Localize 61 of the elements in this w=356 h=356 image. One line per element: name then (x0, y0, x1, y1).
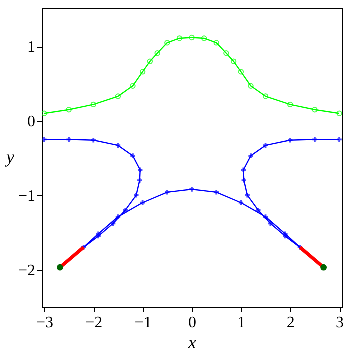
x-tick-label: 0 (188, 314, 196, 332)
point (288, 102, 294, 108)
point (262, 94, 269, 100)
y-tick-label: −2 (18, 262, 36, 280)
point (312, 137, 318, 142)
point (248, 83, 254, 89)
x-tick-label: 1 (238, 314, 246, 332)
point (263, 143, 268, 148)
point (288, 138, 293, 143)
point (66, 137, 72, 142)
point (238, 200, 244, 206)
point (263, 214, 268, 220)
point (123, 208, 128, 213)
point (214, 190, 219, 195)
y-tick-label: 1 (28, 39, 36, 56)
point (190, 187, 194, 192)
point (42, 137, 47, 142)
x-tick-label: 3 (336, 314, 344, 332)
point (189, 34, 195, 41)
point (130, 83, 136, 89)
point (164, 40, 170, 46)
x-tick-label: −1 (134, 314, 152, 332)
point (91, 138, 96, 143)
point (256, 208, 261, 213)
point (130, 154, 136, 158)
point (138, 168, 143, 172)
point (312, 107, 318, 113)
point (214, 40, 220, 46)
point (176, 36, 183, 42)
point (320, 264, 327, 271)
y-tick-label: 0 (28, 114, 36, 131)
point (66, 107, 72, 113)
point (238, 69, 244, 75)
point (116, 214, 121, 220)
point (241, 168, 246, 172)
point (248, 154, 254, 158)
point (90, 102, 96, 108)
point (224, 50, 230, 56)
point (147, 58, 154, 64)
point (116, 143, 121, 148)
x-axis-title: x (188, 332, 196, 352)
point (283, 234, 288, 239)
point (230, 58, 237, 64)
x-tick-label: −2 (86, 314, 103, 332)
y-axis-title: y (4, 147, 14, 167)
point (154, 50, 160, 56)
x-tick-label: 2 (286, 314, 295, 332)
point (57, 264, 64, 271)
x-tick-label: −3 (36, 314, 54, 332)
point (245, 193, 250, 198)
point (337, 137, 342, 142)
point (140, 200, 146, 206)
point (96, 232, 101, 236)
point (115, 94, 122, 100)
point (134, 193, 139, 198)
point (138, 178, 142, 183)
point (165, 190, 170, 195)
point (140, 69, 146, 75)
y-tick-label: −1 (18, 188, 36, 205)
point (201, 36, 208, 42)
point (242, 178, 246, 183)
